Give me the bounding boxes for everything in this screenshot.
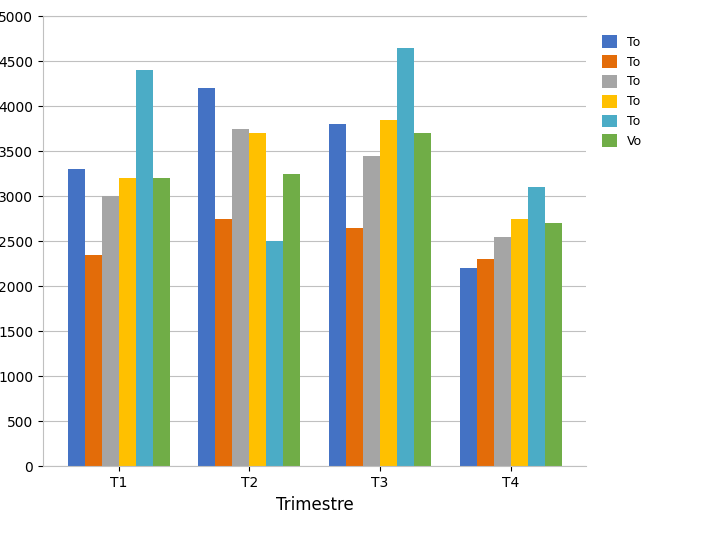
Bar [363,155,380,466]
Bar [102,196,119,466]
Bar [511,219,528,466]
Bar [346,228,363,466]
Bar [329,124,346,466]
Bar [198,88,215,466]
Bar [545,223,561,466]
Bar [528,187,545,466]
Bar [250,133,266,466]
Bar [84,255,102,466]
Bar [232,129,250,466]
Bar [380,120,397,466]
Bar [152,178,169,466]
Bar [119,178,136,466]
Bar [266,241,283,466]
Bar [414,133,431,466]
Bar [493,237,511,466]
Legend: To, To, To, To, To, Vo: To, To, To, To, To, Vo [598,31,646,152]
Bar [283,174,300,466]
Bar [136,70,152,466]
Bar [397,48,414,466]
X-axis label: Trimestre: Trimestre [276,496,353,513]
Bar [477,259,493,466]
Bar [68,169,84,466]
Bar [460,268,477,466]
Bar [215,219,232,466]
